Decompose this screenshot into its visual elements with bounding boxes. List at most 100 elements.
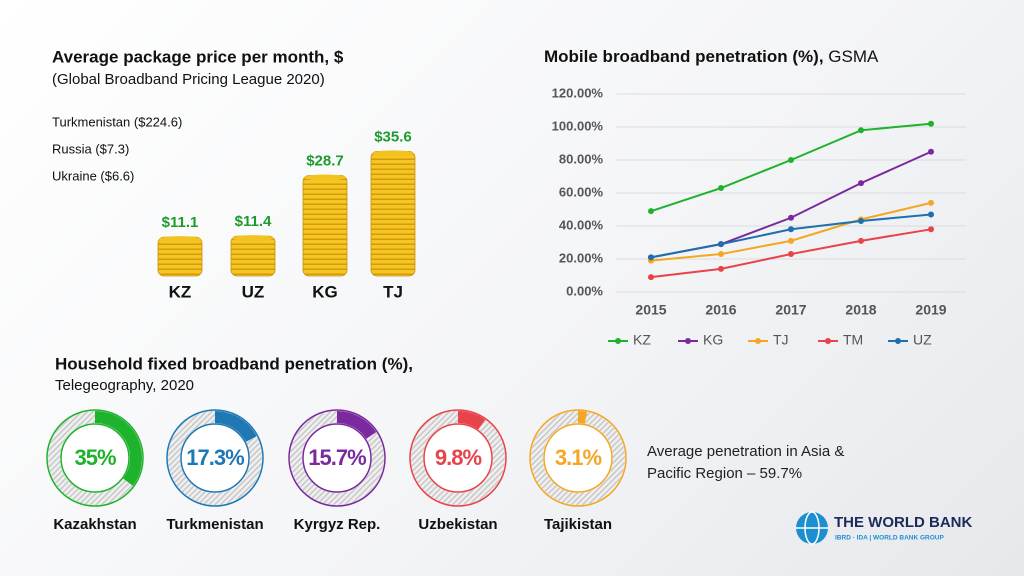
legend-label: KZ [633, 332, 651, 348]
data-point [928, 120, 934, 127]
data-point [648, 208, 654, 215]
data-point [858, 218, 864, 225]
data-point [718, 241, 724, 248]
category-label: Tajikistan [544, 516, 612, 533]
legend-label: TM [843, 332, 863, 348]
value-label: $11.4 [235, 213, 272, 230]
data-point [788, 157, 794, 163]
donut-outer-ring [288, 409, 386, 507]
donut-inner-ring [423, 423, 493, 493]
legend-dot [825, 338, 831, 344]
y-tick-label: 120.00% [552, 85, 604, 100]
annotation: Average penetration in Asia & Pacific Re… [647, 443, 845, 482]
coin-top [159, 236, 201, 243]
donut-outer-ring [529, 409, 627, 507]
value-label: 3.1% [555, 445, 602, 470]
data-point [858, 127, 864, 134]
donut-outer-ring [409, 409, 507, 507]
data-point [788, 214, 794, 221]
value-label: $28.7 [306, 153, 344, 170]
legend-dot [755, 338, 761, 344]
annotation: Ukraine ($6.6) [52, 168, 134, 183]
coin-stack [370, 150, 416, 277]
data-point [648, 254, 654, 261]
category-label: Turkmenistan [166, 516, 263, 533]
category-label: KZ [169, 282, 192, 301]
coin-top [304, 174, 346, 181]
x-tick-label: 2015 [635, 302, 666, 318]
coin-top [232, 235, 274, 242]
y-tick-label: 40.00% [559, 217, 604, 232]
coin-stack [157, 236, 203, 277]
value-label: 17.3% [186, 445, 244, 470]
y-tick-label: 0.00% [566, 283, 603, 298]
donut-arc [48, 411, 142, 505]
y-tick-label: 60.00% [559, 184, 604, 199]
chart-title: Household fixed broadband penetration (%… [55, 354, 413, 373]
data-point [648, 274, 654, 281]
value-label: 15.7% [308, 445, 366, 470]
legend-label: KG [703, 332, 723, 348]
x-tick-label: 2018 [845, 302, 876, 318]
donut-inner-ring [180, 423, 250, 493]
y-tick-label: 80.00% [559, 151, 604, 166]
donut-arc [411, 411, 505, 505]
annotation: Turkmenistan ($224.6) [52, 114, 182, 129]
logo-name: THE WORLD BANK [834, 514, 972, 531]
value-label: $35.6 [374, 128, 412, 145]
chart-title: Mobile broadband penetration (%), GSMA [544, 47, 879, 66]
data-point [718, 265, 724, 272]
logo: THE WORLD BANK IBRD · IDA | WORLD BANK G… [796, 511, 972, 545]
data-point [788, 251, 794, 258]
logo-tagline: IBRD · IDA | WORLD BANK GROUP [835, 535, 944, 542]
y-tick-label: 100.00% [552, 118, 604, 133]
y-tick-label: 20.00% [559, 250, 604, 265]
chart-title: Average package price per month, $ [52, 47, 344, 66]
legend-dot [615, 338, 621, 344]
data-point [718, 251, 724, 258]
chart-subtitle: (Global Broadband Pricing League 2020) [52, 71, 325, 88]
data-point [788, 237, 794, 244]
legend-label: UZ [913, 332, 932, 348]
data-point [928, 226, 934, 233]
donut-inner-ring [543, 423, 613, 493]
subtitle-text: GSMA [828, 47, 879, 66]
data-point [858, 237, 864, 244]
legend-dot [895, 338, 901, 344]
donut-outer-ring [166, 409, 264, 507]
series-line [650, 122, 932, 213]
x-tick-label: 2019 [915, 302, 946, 318]
data-point [858, 180, 864, 187]
title-text: Mobile broadband penetration (%), [544, 47, 824, 66]
x-tick-label: 2017 [775, 302, 806, 318]
legend-dot [685, 338, 691, 344]
category-label: KG [312, 282, 338, 301]
category-label: Kazakhstan [53, 516, 136, 533]
category-label: TJ [383, 282, 403, 301]
value-label: 35% [74, 445, 115, 470]
data-point [928, 148, 934, 155]
coin-top [372, 150, 414, 157]
category-label: UZ [242, 282, 265, 301]
data-point [718, 185, 724, 192]
donut-arc [531, 411, 625, 505]
x-tick-label: 2016 [705, 302, 736, 318]
donut-arc [168, 411, 262, 505]
data-point [788, 226, 794, 233]
chart-subtitle: Telegeography, 2020 [55, 377, 194, 394]
category-label: Uzbekistan [418, 516, 497, 533]
value-label: 9.8% [435, 445, 482, 470]
value-label: $11.1 [162, 214, 199, 231]
coin-stack [302, 175, 348, 277]
data-point [928, 211, 934, 218]
annotation: Russia ($7.3) [52, 141, 129, 156]
data-point [928, 199, 934, 206]
donut-inner-ring [60, 423, 130, 493]
legend-label: TJ [773, 332, 789, 348]
coin-stack [230, 235, 276, 277]
donut-outer-ring [46, 409, 144, 507]
donut-arc [290, 411, 384, 505]
category-label: Kyrgyz Rep. [294, 516, 381, 533]
